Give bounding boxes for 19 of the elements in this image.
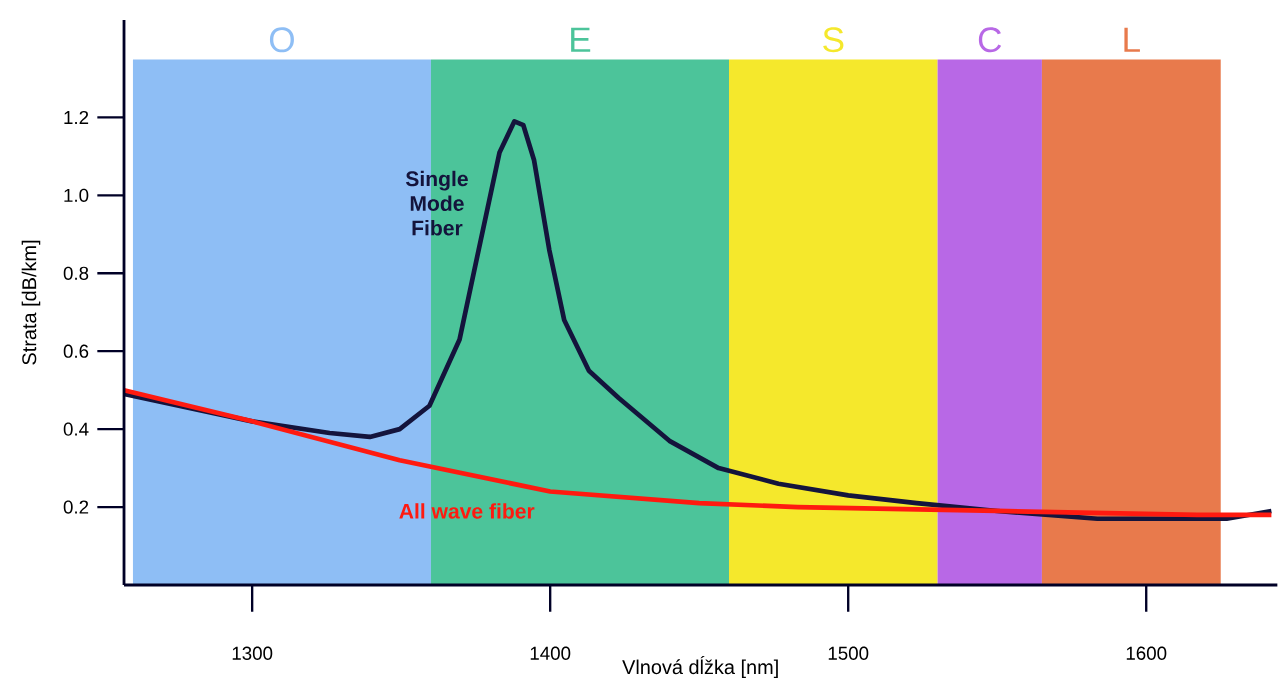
y-tick-label: 0.2 <box>63 500 89 514</box>
x-tick-label: 1400 <box>530 646 571 660</box>
y-tick-label: 1.2 <box>64 110 89 124</box>
series-label: Single Mode Fiber <box>405 170 468 236</box>
y-tick-label: 1.0 <box>64 188 89 202</box>
band-label: L <box>1124 27 1140 52</box>
x-tick-label: 1500 <box>828 646 869 660</box>
x-axis-title: Vlnová dĺžka [nm] <box>622 655 778 679</box>
y-tick-label: 0.6 <box>63 344 89 358</box>
y-axis-title: Strata [dB/km] <box>21 240 41 365</box>
y-tick-label: 0.8 <box>63 266 89 280</box>
x-tick-label: 1300 <box>232 646 273 660</box>
band-label: E <box>571 27 591 52</box>
band-label: O <box>269 27 294 53</box>
series-label: All wave fiber <box>399 503 535 519</box>
band-label: C <box>978 27 1002 53</box>
x-tick-label: 1600 <box>1126 646 1167 660</box>
band-label: S <box>823 27 844 53</box>
y-tick-label: 0.4 <box>63 422 89 436</box>
